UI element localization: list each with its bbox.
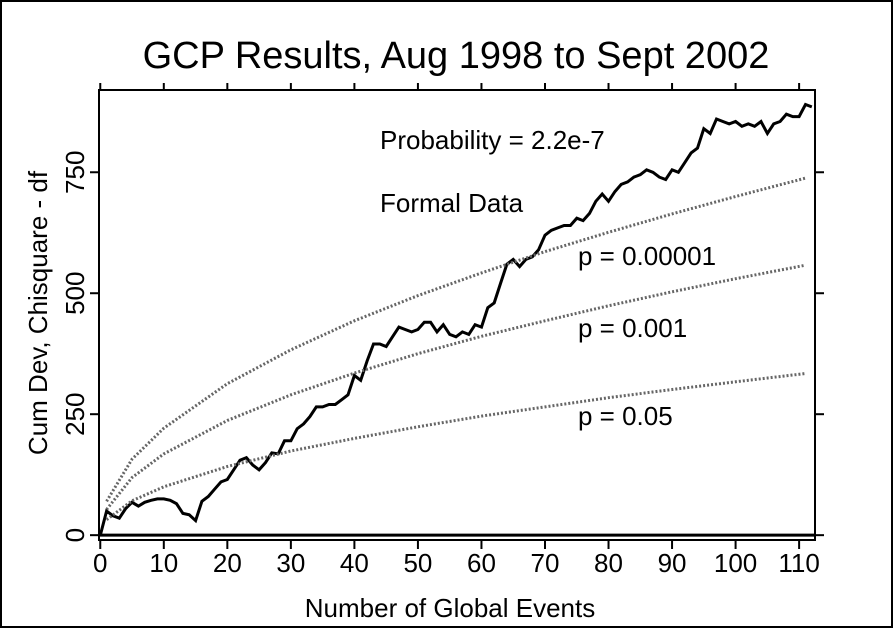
x-axis-label: Number of Global Events: [305, 593, 595, 623]
y-tick-label: 750: [60, 151, 90, 194]
plot-frame: [98, 89, 816, 541]
x-tick-label: 70: [531, 548, 560, 578]
y-tick-label: 500: [60, 272, 90, 315]
y-tick-label: 250: [60, 392, 90, 435]
threshold-curve: [105, 372, 806, 521]
x-tick-label: 30: [276, 548, 305, 578]
threshold-curve: [105, 263, 806, 511]
series-label: p = 0.00001: [578, 241, 716, 271]
series-label: p = 0.05: [578, 401, 673, 431]
x-tick-label: 40: [340, 548, 369, 578]
annotation: Probability = 2.2e-7: [380, 125, 605, 155]
threshold-curve: [105, 176, 806, 503]
chart-title: GCP Results, Aug 1998 to Sept 2002: [143, 35, 770, 77]
series-label: p = 0.001: [578, 313, 687, 343]
x-tick-label: 80: [594, 548, 623, 578]
data-line: [98, 102, 813, 536]
x-tick-label: 60: [467, 548, 496, 578]
x-tick-label: 20: [213, 548, 242, 578]
x-tick-label: 100: [714, 548, 757, 578]
y-axis-label: Cum Dev, Chisquare - df: [23, 170, 53, 455]
x-tick-label: 0: [93, 548, 107, 578]
series-label: Formal Data: [380, 188, 524, 218]
x-tick-label: 110: [778, 548, 819, 578]
x-tick-label: 90: [658, 548, 687, 578]
x-tick-label: 10: [149, 548, 178, 578]
x-tick-label: 50: [403, 548, 432, 578]
y-tick-label: 0: [60, 528, 90, 542]
